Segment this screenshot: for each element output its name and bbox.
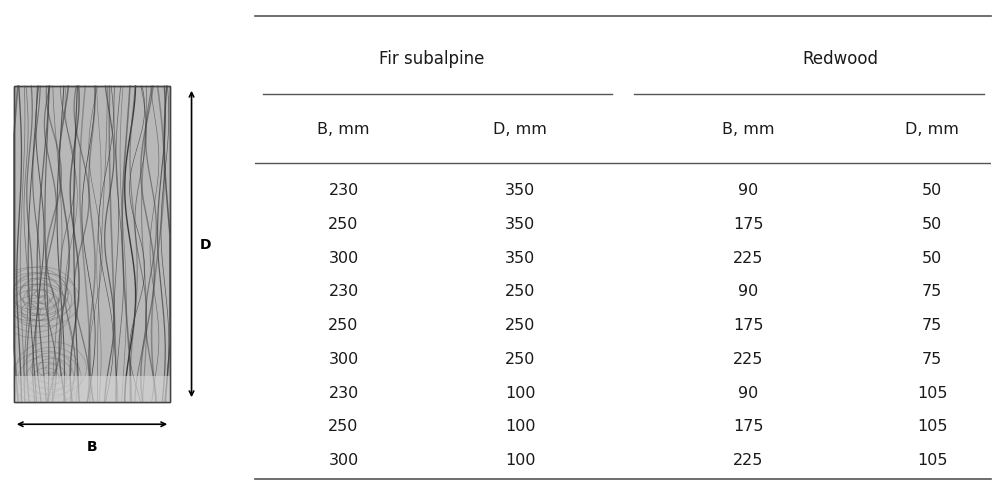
Text: 105: 105 [917, 419, 947, 433]
Text: 75: 75 [922, 318, 942, 332]
Text: 300: 300 [328, 351, 358, 366]
Text: Redwood: Redwood [802, 50, 878, 67]
Text: 75: 75 [922, 351, 942, 366]
Text: B: B [87, 439, 97, 453]
Text: 100: 100 [505, 419, 536, 433]
Text: 350: 350 [505, 250, 536, 265]
Text: 225: 225 [733, 452, 764, 467]
Text: 50: 50 [922, 250, 942, 265]
Text: 90: 90 [738, 385, 759, 400]
Text: 350: 350 [505, 217, 536, 231]
Text: 175: 175 [733, 419, 764, 433]
Text: B, mm: B, mm [722, 122, 775, 137]
Text: 105: 105 [917, 452, 947, 467]
Text: 175: 175 [733, 217, 764, 231]
Text: 175: 175 [733, 318, 764, 332]
Text: Fir subalpine: Fir subalpine [379, 50, 484, 67]
Text: 225: 225 [733, 250, 764, 265]
Text: 105: 105 [917, 385, 947, 400]
Text: 50: 50 [922, 217, 942, 231]
Text: 230: 230 [328, 385, 358, 400]
Text: 90: 90 [738, 183, 759, 198]
Text: 250: 250 [505, 351, 536, 366]
Text: B, mm: B, mm [317, 122, 369, 137]
Text: 250: 250 [505, 318, 536, 332]
Text: 75: 75 [922, 284, 942, 299]
Text: D: D [199, 238, 211, 251]
Text: 230: 230 [328, 183, 358, 198]
Text: D, mm: D, mm [493, 122, 548, 137]
Text: 230: 230 [328, 284, 358, 299]
Text: 100: 100 [505, 385, 536, 400]
Bar [14, 87, 170, 402]
Text: 225: 225 [733, 351, 764, 366]
Bar [14, 376, 170, 402]
Text: 350: 350 [505, 183, 536, 198]
Text: 250: 250 [505, 284, 536, 299]
Text: 300: 300 [328, 452, 358, 467]
Text: 300: 300 [328, 250, 358, 265]
Text: 50: 50 [922, 183, 942, 198]
Text: 250: 250 [328, 419, 358, 433]
Text: 250: 250 [328, 217, 358, 231]
Text: 100: 100 [505, 452, 536, 467]
Bar [14, 87, 170, 402]
Text: 250: 250 [328, 318, 358, 332]
Text: 90: 90 [738, 284, 759, 299]
Text: D, mm: D, mm [905, 122, 959, 137]
